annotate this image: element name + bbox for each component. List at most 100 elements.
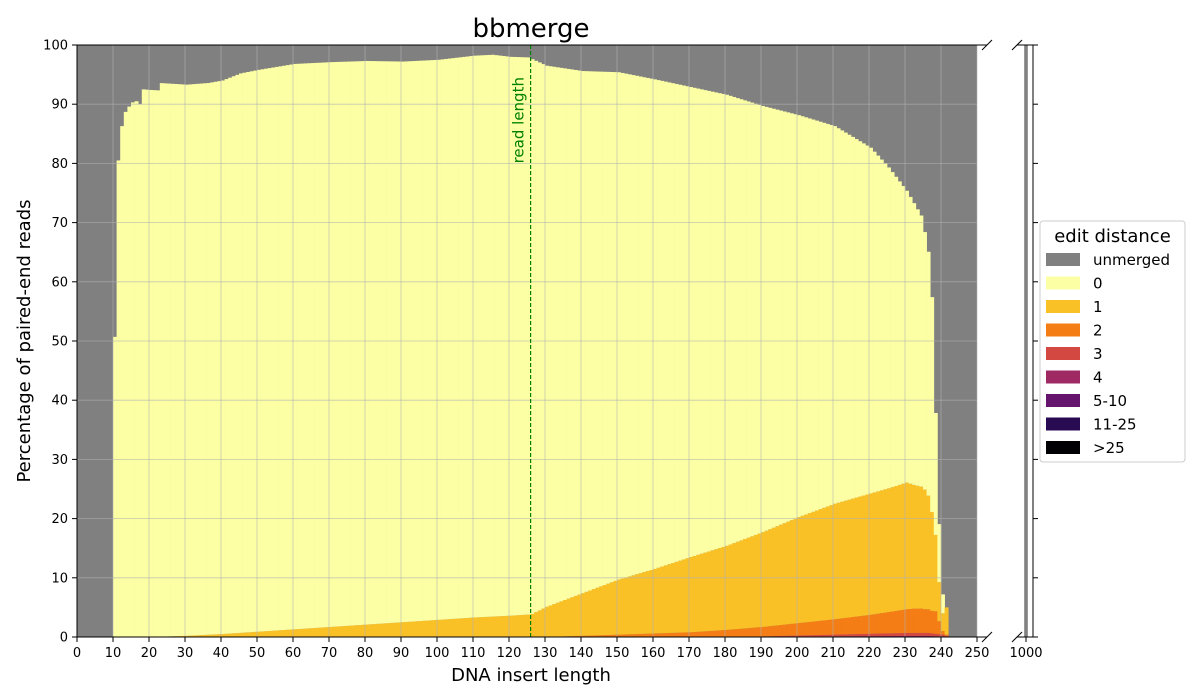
bar-ed-1-x77 — [354, 625, 359, 637]
bar-ed-1-x226 — [890, 487, 895, 612]
bar-ed-2-x170 — [689, 632, 693, 637]
bar-ed-3-x201 — [800, 635, 805, 637]
bar-ed-1-x184 — [739, 540, 744, 629]
bar-ed-3-x207 — [822, 634, 827, 637]
x-tick-label: 170 — [677, 646, 702, 661]
x-tick-label: 230 — [893, 646, 918, 661]
x-tick-label: 50 — [249, 646, 266, 661]
bar-ed-1-x188 — [753, 534, 758, 628]
bar-ed-1-x169 — [685, 558, 690, 633]
bar-ed-1-x102 — [444, 619, 449, 637]
bar-ed-0-x130 — [545, 65, 549, 607]
chart-title: bbmerge — [472, 14, 589, 44]
bar-ed-0-x181 — [728, 95, 733, 545]
bar-ed-2-x240 — [941, 631, 945, 635]
bar-ed-0-x238 — [933, 412, 938, 535]
axis-break-marker — [1011, 39, 1023, 51]
bar-ed-1-x97 — [426, 620, 431, 637]
bar-ed-1-x160 — [653, 568, 657, 634]
bar-ed-1-x241 — [944, 607, 949, 635]
bar-ed-0-x142 — [588, 71, 593, 591]
bar-ed-1-x54 — [271, 630, 276, 637]
bar-ed-4-x228 — [897, 635, 902, 637]
bar-ed-0-x136 — [566, 68, 571, 599]
bar-ed-1-x186 — [746, 537, 751, 629]
bar-ed-1-x166 — [674, 561, 679, 633]
bar-ed-1-x75 — [347, 625, 351, 637]
bar-ed-0-x191 — [764, 106, 769, 531]
bar-ed-0-x40 — [221, 80, 225, 635]
bar-ed-1-x235 — [923, 489, 927, 610]
bar-ed-2-x221 — [872, 614, 877, 634]
bar-ed-1-x62 — [300, 628, 305, 637]
bar-ed-2-x186 — [746, 628, 751, 637]
read-length-label: read length — [510, 77, 528, 163]
bar-ed-0-x82 — [372, 61, 377, 625]
bar-ed-1-x225 — [887, 488, 891, 613]
bar-ed-0-x101 — [440, 59, 445, 620]
bar-ed-3-x228 — [897, 633, 902, 636]
bar-ed-0-x54 — [271, 67, 276, 631]
bar-ed-3-x202 — [804, 635, 809, 637]
x-tick-label: 0 — [73, 646, 81, 661]
bar-ed-0-x31 — [188, 84, 193, 636]
bar-ed-0-x220 — [869, 147, 873, 494]
bar-ed-1-x149 — [613, 580, 618, 635]
bar-ed-1-x112 — [480, 617, 485, 637]
bar-ed-2-x162 — [660, 633, 665, 637]
bar-ed-0-x80 — [365, 60, 369, 625]
bar-ed-2-x237 — [930, 610, 935, 634]
bar-ed-2-x236 — [926, 609, 931, 633]
legend-swatch — [1046, 253, 1080, 266]
bar-ed-0-x16 — [134, 101, 139, 638]
bar-ed-0-x97 — [426, 60, 431, 621]
bar-ed-0-x211 — [836, 128, 841, 503]
bar-ed-2-x223 — [879, 613, 884, 634]
bar-ed-1-x100 — [437, 619, 441, 637]
bar-ed-1-x142 — [588, 590, 593, 636]
bar-ed-0-x104 — [451, 58, 456, 619]
bar-ed-1-x218 — [861, 495, 866, 616]
bar-ed-0-x64 — [307, 63, 312, 629]
bar-ed-3-x233 — [915, 632, 920, 636]
bar-ed-0-x103 — [447, 58, 452, 620]
bar-ed-1-x194 — [775, 526, 780, 626]
bar-ed-2-x219 — [865, 615, 870, 634]
bar-ed-0-x235 — [923, 232, 927, 490]
bar-ed-3-x199 — [793, 635, 798, 637]
bar-ed-0-x89 — [397, 61, 402, 623]
bar-ed-3-x222 — [876, 633, 881, 637]
bar-ed-1-x155 — [635, 574, 639, 635]
bar-ed-1-x116 — [494, 616, 499, 637]
bar-ed-0-x123 — [519, 57, 524, 615]
bar-ed-0-x115 — [491, 54, 495, 617]
bar-ed-1-x79 — [361, 624, 366, 637]
bar-ed-3-x210 — [833, 634, 837, 637]
bar-ed-0-x177 — [714, 92, 719, 550]
bar-ed-2-x233 — [915, 608, 920, 633]
bar-ed-0-x51 — [260, 69, 265, 632]
bar-ed-1-x146 — [602, 585, 607, 636]
x-axis-label: DNA insert length — [451, 665, 611, 686]
bar-ed-1-x223 — [879, 490, 884, 614]
bar-ed-2-x147 — [606, 634, 611, 637]
bar-ed-2-x202 — [804, 622, 809, 636]
bar-ed-3-x236 — [926, 632, 931, 636]
bar-ed-0-x67 — [318, 62, 323, 628]
bar-ed-1-x137 — [570, 597, 575, 637]
y-tick-label: 60 — [51, 275, 68, 290]
bar-ed-0-x233 — [915, 209, 920, 486]
bar-ed-2-x205 — [815, 621, 819, 636]
bar-ed-0-x91 — [404, 61, 409, 622]
bar-ed-2-x208 — [825, 620, 830, 635]
bar-ed-1-x221 — [872, 492, 877, 615]
bar-ed-0-x197 — [786, 112, 791, 522]
bar-ed-0-x161 — [656, 80, 661, 568]
bar-ed-2-x182 — [732, 629, 737, 637]
bar-ed-1-x191 — [764, 530, 769, 627]
bar-ed-0-x110 — [473, 55, 477, 618]
bar-ed-1-x173 — [699, 553, 704, 632]
bar-ed-1-x119 — [505, 615, 510, 637]
bar-ed-0-x146 — [602, 71, 607, 586]
bar-ed-2-x228 — [897, 610, 902, 634]
